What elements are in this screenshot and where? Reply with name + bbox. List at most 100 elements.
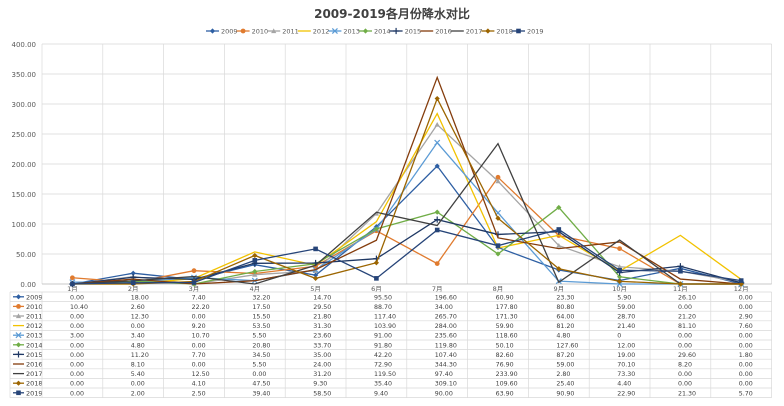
table-cell: 23.30	[556, 294, 574, 301]
point	[15, 313, 22, 319]
point	[16, 390, 21, 396]
grid	[41, 43, 772, 285]
series-line-2010	[72, 176, 742, 285]
table-cell: 2.00	[131, 390, 145, 397]
table-cell: 103.90	[374, 323, 396, 330]
row-label: 2013	[26, 332, 43, 340]
table-cell: 7.40	[192, 294, 206, 301]
table-cell: 0.00	[678, 333, 692, 340]
table-cell: 2.80	[556, 371, 570, 378]
point	[252, 272, 258, 277]
table-cell: 4.40	[617, 381, 631, 388]
table-row: 2017 0.00 5.40 12.50 0.00 31.20 119.50 97.40 233…	[10, 370, 772, 379]
point	[495, 243, 501, 248]
table-cell: 32.20	[252, 294, 270, 301]
point	[373, 226, 379, 232]
table-cell: 0.00	[739, 371, 753, 378]
point	[373, 210, 379, 216]
legend-label: 2019	[527, 28, 544, 36]
data-table: 2009 0.00 18.00 7.40 32.20 14.70 95.50 196.60 60…	[9, 291, 772, 398]
table-cell: 12.30	[131, 314, 149, 321]
series-lines	[69, 75, 745, 288]
table-cell: 0.00	[739, 304, 753, 311]
point	[252, 258, 258, 263]
legend-item-2018: 2018	[481, 28, 513, 36]
point	[240, 28, 246, 34]
point	[495, 251, 501, 257]
y-axis: 0.00 50.00 100.00 150.00 200.00 250.00 300.00 3…	[12, 41, 37, 289]
legend-item-2017: 2017	[450, 28, 483, 36]
table-cell: 0.00	[739, 294, 753, 301]
table-cell: 97.40	[435, 371, 453, 378]
table-cell: 0.00	[678, 342, 692, 349]
table-cell: 5.70	[739, 390, 753, 397]
point	[495, 215, 501, 221]
table-cell: 4.80	[556, 333, 570, 340]
table-cell: 63.90	[496, 390, 514, 397]
table-cell: 0.00	[739, 381, 753, 388]
table-cell: 15.50	[252, 314, 270, 321]
table-cell: 34.00	[435, 304, 453, 311]
point	[556, 227, 562, 232]
table-cell: 0.00	[70, 362, 84, 369]
table-cell: 29.60	[678, 352, 696, 359]
table-cell: 35.00	[313, 352, 331, 359]
legend-item-2014: 2014	[359, 28, 391, 36]
table-cell: 59.00	[556, 362, 574, 369]
table-cell: 34.50	[252, 352, 270, 359]
table-cell: 0.00	[70, 352, 84, 359]
point	[677, 281, 683, 287]
table-cell: 81.20	[556, 323, 574, 330]
point	[130, 270, 136, 276]
legend-item-2016: 2016	[420, 28, 452, 36]
table-cell: 39.40	[252, 390, 270, 397]
table-cell: 0.00	[739, 342, 753, 349]
table-cell: 127.60	[556, 342, 578, 349]
table-cell: 76.90	[496, 362, 514, 369]
legend-label: 2017	[466, 28, 483, 36]
table-cell: 20.80	[252, 342, 270, 349]
legend-label: 2013	[343, 28, 360, 36]
table-row: 2013 3.00 3.40 10.70 5.50 23.60 91.00 235.60 118…	[10, 332, 772, 341]
chart-title: 2009-2019各月份降水对比	[314, 6, 470, 21]
table-cell: 29.50	[313, 304, 331, 311]
table-row: 2009 0.00 18.00 7.40 32.20 14.70 95.50 196.60 60…	[10, 293, 772, 302]
row-label: 2014	[26, 341, 43, 349]
row-label: 2011	[26, 313, 43, 321]
legend: 2009 2010 2011 2012 2013 2014 2015 2016 2017 2018…	[206, 28, 544, 36]
y-tick-label: 50.00	[16, 251, 36, 259]
table-cell: 8.20	[678, 362, 692, 369]
legend-label: 2016	[435, 28, 452, 36]
table-cell: 4.80	[131, 342, 145, 349]
table-cell: 58.50	[313, 390, 331, 397]
x-tick-label: 8月	[493, 285, 504, 293]
point	[191, 280, 197, 285]
x-tick-label: 6月	[371, 285, 382, 293]
point	[191, 268, 197, 274]
legend-label: 2012	[313, 28, 330, 36]
table-cell: 344.30	[435, 362, 457, 369]
series-2017	[72, 142, 742, 285]
table-cell: 235.60	[435, 333, 457, 340]
point	[738, 278, 744, 283]
table-cell: 265.70	[435, 314, 457, 321]
x-tick-label: 12月	[734, 285, 749, 293]
row-label: 2015	[26, 351, 43, 359]
table-cell: 8.10	[131, 362, 145, 369]
point	[617, 246, 622, 252]
point	[485, 28, 491, 34]
x-tick-label: 3月	[189, 285, 200, 293]
point	[556, 243, 562, 248]
x-tick-label: 9月	[553, 285, 564, 293]
table-cell: 171.30	[496, 314, 518, 321]
table-cell: 9.20	[192, 323, 206, 330]
table-cell: 0.00	[70, 371, 84, 378]
x-tick-label: 5月	[310, 285, 321, 293]
table-cell: 23.60	[313, 333, 331, 340]
legend-item-2009: 2009	[206, 28, 238, 36]
table-cell: 18.00	[131, 294, 149, 301]
point	[252, 252, 258, 259]
point	[15, 342, 22, 348]
point	[313, 246, 318, 252]
table-cell: 12.50	[192, 371, 210, 378]
